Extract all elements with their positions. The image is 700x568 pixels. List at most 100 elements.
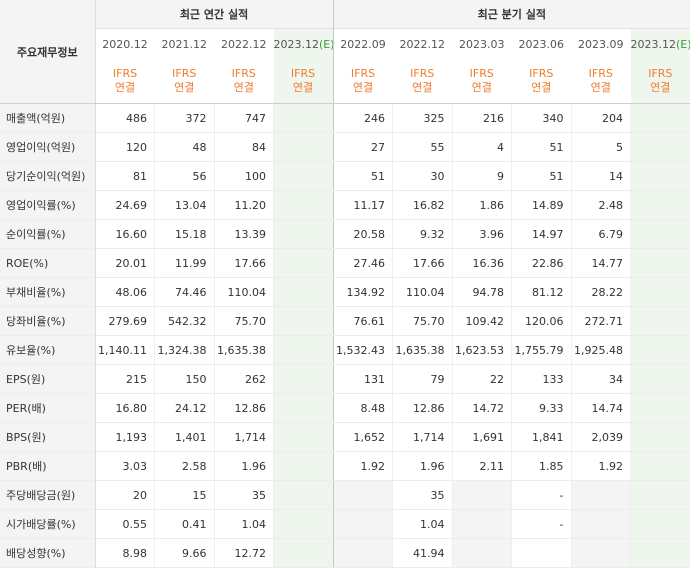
basis-standard: IFRS: [410, 67, 435, 80]
value-cell: 76.61: [332, 306, 393, 336]
value-cell: 13.39: [213, 219, 274, 249]
basis-standard: IFRS: [529, 67, 554, 80]
value-cell: 1,623.53: [451, 335, 512, 365]
value-cell: 51: [511, 161, 572, 191]
value-cell: [630, 393, 691, 423]
value-cell: 75.70: [392, 306, 453, 336]
value-cell: 110.04: [213, 277, 274, 307]
table-row: 영업이익률(%) 24.69 13.04 11.20 11.17 16.82 1.86 14.…: [0, 190, 691, 220]
annual-results-header: 최근 연간 실적: [95, 0, 334, 29]
quarterly-results-header: 최근 분기 실적: [333, 0, 691, 29]
value-cell: [273, 451, 334, 481]
value-cell: 8.48: [332, 393, 393, 423]
value-cell: 1,140.11: [94, 335, 155, 365]
row-label: 부채비율(%): [0, 277, 96, 307]
value-cell: 100: [213, 161, 274, 191]
value-cell: 74.46: [154, 277, 214, 307]
value-cell: 16.60: [94, 219, 155, 249]
value-cell: 340: [511, 103, 572, 133]
value-cell: 1,714: [392, 422, 453, 452]
value-cell: -: [511, 480, 572, 510]
value-cell: 75.70: [213, 306, 274, 336]
value-cell: 48: [154, 132, 214, 162]
value-cell: 16.80: [94, 393, 155, 423]
value-cell: 1.96: [213, 451, 274, 481]
value-cell: [273, 393, 334, 423]
period-header-5: 2022.12: [392, 28, 453, 59]
basis-header-7: IFRS 연결: [511, 59, 572, 104]
table-row: PER(배) 16.80 24.12 12.86 8.48 12.86 14.72 9.33 1…: [0, 393, 691, 423]
value-cell: 1,691: [451, 422, 512, 452]
value-cell: 28.22: [570, 277, 631, 307]
table-row: 당좌비율(%) 279.69 542.32 75.70 76.61 75.70 109.42…: [0, 306, 691, 336]
row-label: 순이익률(%): [0, 219, 96, 249]
basis-standard: IFRS: [172, 67, 197, 80]
value-cell: 279.69: [94, 306, 155, 336]
period-header-0: 2020.12: [95, 28, 155, 59]
period-header-9: 2023.12(E): [630, 28, 691, 59]
estimate-suffix: (E): [676, 37, 691, 51]
value-cell: 372: [154, 103, 214, 133]
value-cell: [273, 248, 334, 278]
period-header-7: 2023.06: [511, 28, 572, 59]
value-cell: [273, 364, 334, 394]
value-cell: 486: [94, 103, 155, 133]
value-cell: [273, 422, 334, 452]
row-label: PBR(배): [0, 451, 96, 481]
value-cell: 1,714: [213, 422, 274, 452]
value-cell: 120: [94, 132, 155, 162]
value-cell: [630, 248, 691, 278]
value-cell: 1,925.48: [570, 335, 631, 365]
basis-consolidation: 연결: [292, 81, 314, 94]
basis-header-4: IFRS 연결: [332, 59, 393, 104]
value-cell: [332, 509, 393, 539]
value-cell: 2.11: [451, 451, 512, 481]
value-cell: 24.12: [154, 393, 214, 423]
value-cell: 11.99: [154, 248, 214, 278]
value-cell: 56: [154, 161, 214, 191]
label-column-header: 주요재무정보: [0, 0, 96, 104]
value-cell: 0.55: [94, 509, 155, 539]
value-cell: [273, 509, 334, 539]
value-cell: 34: [570, 364, 631, 394]
value-cell: 262: [213, 364, 274, 394]
value-cell: [570, 480, 631, 510]
basis-consolidation: 연결: [412, 81, 433, 94]
period-header-6: 2023.03: [452, 28, 512, 59]
value-cell: 15: [154, 480, 214, 510]
value-cell: [630, 190, 691, 220]
value-cell: [630, 451, 691, 481]
value-cell: 81: [94, 161, 155, 191]
value-cell: 17.66: [392, 248, 453, 278]
basis-header-1: IFRS 연결: [154, 59, 214, 104]
period-header-4: 2022.09: [332, 28, 393, 59]
period-label: 2020.12: [102, 37, 148, 51]
period-header-2: 2022.12: [214, 28, 274, 59]
value-cell: [630, 277, 691, 307]
period-header-row: 2020.12 2021.12 2022.12 2023.12(E) 2022.09 20…: [0, 28, 691, 59]
value-cell: 22.86: [511, 248, 572, 278]
value-cell: 5: [570, 132, 631, 162]
value-cell: 1.04: [213, 509, 274, 539]
value-cell: 16.36: [451, 248, 512, 278]
value-cell: 9: [451, 161, 512, 191]
value-cell: 1,841: [511, 422, 572, 452]
value-cell: 3.96: [451, 219, 512, 249]
value-cell: 150: [154, 364, 214, 394]
table-row: 유보율(%) 1,140.11 1,324.38 1,635.38 1,532.43 1,…: [0, 335, 691, 365]
value-cell: 747: [213, 103, 274, 133]
period-label: 2023.06: [518, 37, 565, 51]
row-label: 배당성향(%): [0, 538, 96, 568]
value-cell: 15.18: [154, 219, 214, 249]
row-label: 유보율(%): [0, 335, 96, 365]
basis-consolidation: 연결: [233, 81, 254, 94]
table-row: ROE(%) 20.01 11.99 17.66 27.46 17.66 16.36 22.8…: [0, 248, 691, 278]
value-cell: 20: [94, 480, 155, 510]
value-cell: 12.72: [213, 538, 274, 568]
row-label: BPS(원): [0, 422, 96, 452]
value-cell: 1.85: [511, 451, 572, 481]
basis-header-2: IFRS 연결: [214, 59, 274, 104]
value-cell: [273, 480, 334, 510]
period-header-3: 2023.12(E): [273, 28, 334, 59]
